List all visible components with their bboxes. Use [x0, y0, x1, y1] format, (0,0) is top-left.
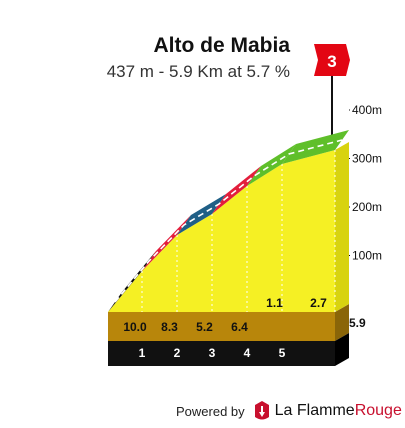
- elevation-profile-chart: 3 100m 200m 300m 400m 10.0 8.3 5.2 6.4 1.1 2.7 1 2 3…: [108, 44, 382, 366]
- gradient-label: 6.4: [231, 320, 248, 334]
- brand-name: La FlammeRouge: [274, 402, 402, 419]
- gradient-label: 10.0: [123, 320, 147, 334]
- profile-fill: [108, 142, 349, 312]
- category-label: 3: [327, 52, 336, 71]
- end-distance-label: 5.9: [349, 316, 366, 330]
- footer-attribution: Powered by La FlammeRouge: [176, 400, 402, 422]
- flag-banner: [314, 44, 350, 76]
- base-black-band: [108, 341, 335, 366]
- category-flag: 3: [314, 44, 350, 150]
- gradient-label: 8.3: [161, 320, 178, 334]
- km-marker-label: 4: [244, 346, 251, 360]
- gradient-segment: [108, 251, 156, 312]
- flame-logo-icon: [254, 401, 269, 420]
- gridlines: [141, 109, 350, 312]
- chart-labels: 100m 200m 300m 400m 10.0 8.3 5.2 6.4 1.1 2.7 1 2 3 4 5…: [123, 103, 382, 360]
- km-marker-label: 1: [139, 346, 146, 360]
- gradient-label: 2.7: [310, 296, 327, 310]
- y-tick-label: 100m: [352, 248, 382, 262]
- km-marker-label: 3: [209, 346, 216, 360]
- y-tick-label: 400m: [352, 103, 382, 117]
- km-marker-label: 5: [279, 346, 286, 360]
- gradient-label: 1.1: [266, 296, 283, 310]
- gradient-segment: [247, 144, 296, 186]
- gradient-segment: [212, 166, 261, 214]
- gradient-segment: [142, 215, 191, 271]
- profile-yellow-fill: [108, 150, 335, 312]
- gradient-label: 5.2: [196, 320, 213, 334]
- climb-title: Alto de Mabia: [153, 34, 290, 57]
- powered-by-text: Powered by: [176, 403, 245, 419]
- profile-centre-line: [114, 139, 343, 303]
- base-black-side: [335, 333, 349, 366]
- profile-base: [108, 304, 349, 366]
- profile-fill-side: [335, 142, 349, 312]
- base-gold-side: [335, 304, 349, 341]
- y-tick-label: 300m: [352, 151, 382, 165]
- y-tick-label: 200m: [352, 200, 382, 214]
- base-gold-band: [108, 312, 335, 341]
- gradient-segment: [282, 130, 349, 164]
- profile-top-band: [108, 130, 349, 312]
- climb-stats: 437 m - 5.9 Km at 5.7 %: [106, 62, 290, 81]
- km-marker-label: 2: [174, 346, 181, 360]
